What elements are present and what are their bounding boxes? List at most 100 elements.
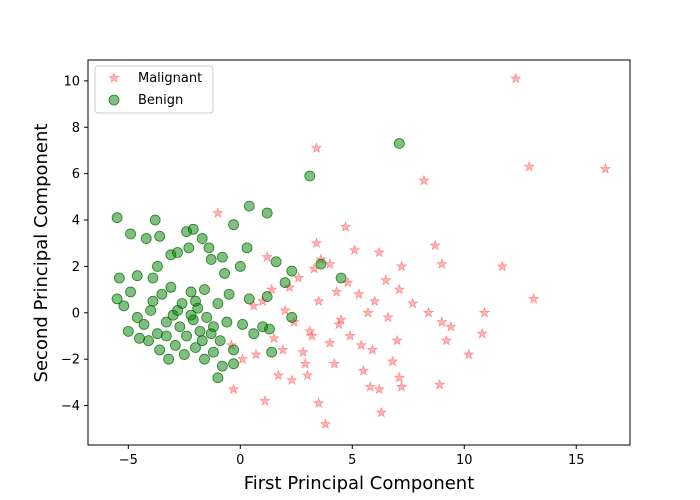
- legend-label-malignant: Malignant: [138, 71, 202, 86]
- benign-point: [261, 207, 273, 219]
- y-tick-label: 2: [72, 260, 80, 275]
- benign-point: [169, 339, 181, 351]
- benign-point: [219, 267, 231, 279]
- x-tick-label: 15: [568, 453, 585, 468]
- benign-point: [266, 346, 278, 358]
- benign-point: [304, 170, 316, 182]
- benign-point: [205, 254, 217, 265]
- benign-point: [248, 328, 260, 340]
- benign-point: [228, 344, 239, 356]
- benign-point: [228, 219, 239, 231]
- y-tick-label: −2: [61, 353, 80, 368]
- benign-point: [174, 321, 186, 333]
- y-tick-label: 4: [72, 214, 80, 229]
- legend-label-benign: Benign: [138, 93, 183, 108]
- benign-point: [208, 346, 219, 358]
- benign-point: [178, 349, 190, 360]
- benign-point: [165, 281, 177, 293]
- y-tick-label: 6: [72, 167, 80, 182]
- benign-point: [393, 138, 405, 149]
- benign-point: [196, 233, 208, 244]
- benign-point: [199, 353, 210, 365]
- benign-point: [194, 325, 206, 337]
- benign-point: [156, 288, 168, 300]
- benign-point: [212, 298, 224, 309]
- benign-point: [257, 321, 269, 333]
- benign-point: [199, 284, 210, 296]
- benign-point: [205, 328, 217, 340]
- benign-point: [216, 251, 228, 263]
- benign-point: [261, 291, 273, 302]
- benign-point: [270, 256, 282, 268]
- benign-points: [111, 138, 405, 384]
- y-axis-ticks: −4 −2 0 2 4 6 8 10: [61, 74, 88, 414]
- y-tick-label: 10: [63, 74, 80, 89]
- benign-point: [143, 335, 154, 347]
- benign-point: [190, 295, 201, 307]
- benign-point: [228, 358, 239, 370]
- legend: Malignant Benign: [94, 65, 214, 114]
- x-tick-label: 5: [348, 453, 356, 468]
- benign-point: [243, 200, 255, 212]
- benign-point: [122, 325, 134, 337]
- benign-point: [113, 272, 125, 284]
- benign-point: [125, 286, 136, 298]
- benign-point: [190, 342, 201, 353]
- benign-point: [185, 286, 197, 298]
- benign-point: [183, 242, 195, 254]
- benign-point: [335, 272, 347, 284]
- legend-box: [94, 65, 214, 114]
- benign-point: [212, 372, 224, 384]
- benign-point: [154, 230, 166, 242]
- benign-point: [286, 265, 298, 277]
- benign-point: [196, 335, 208, 347]
- benign-point: [152, 261, 163, 272]
- benign-point: [163, 353, 175, 365]
- benign-point: [185, 309, 197, 321]
- benign-point: [172, 305, 183, 316]
- benign-point: [149, 214, 161, 226]
- benign-point: [111, 293, 123, 305]
- benign-point: [140, 233, 152, 244]
- benign-point: [243, 293, 255, 305]
- benign-point: [152, 328, 163, 340]
- x-axis-ticks: −5 0 5 10 15: [119, 445, 585, 468]
- benign-point: [223, 288, 235, 300]
- benign-point: [279, 277, 291, 289]
- x-tick-label: 10: [456, 453, 473, 468]
- benign-point: [145, 305, 157, 316]
- benign-point: [147, 295, 159, 307]
- benign-point: [187, 223, 199, 235]
- benign-point: [131, 270, 143, 282]
- benign-point: [111, 212, 123, 224]
- benign-point: [286, 312, 298, 323]
- benign-point: [315, 258, 327, 270]
- benign-point: [201, 312, 213, 323]
- benign-point: [134, 332, 145, 344]
- x-axis-label: First Principal Component: [244, 473, 475, 494]
- benign-point: [234, 261, 246, 272]
- benign-point: [214, 335, 226, 347]
- x-tick-label: 0: [236, 453, 244, 468]
- legend-marker-benign: [108, 94, 120, 106]
- y-axis-label: Second Principal Component: [31, 124, 52, 383]
- benign-point: [160, 316, 172, 328]
- benign-point: [237, 318, 248, 330]
- benign-point: [160, 330, 172, 342]
- benign-point: [138, 318, 150, 330]
- benign-point: [241, 242, 253, 254]
- benign-point: [181, 330, 192, 342]
- benign-point: [118, 300, 130, 312]
- y-tick-label: 8: [72, 121, 80, 136]
- benign-point: [147, 272, 159, 284]
- benign-point: [154, 344, 166, 356]
- benign-point: [203, 242, 215, 254]
- benign-point: [125, 228, 136, 240]
- benign-point: [221, 316, 233, 328]
- benign-point: [131, 312, 143, 323]
- benign-point: [172, 247, 183, 258]
- benign-point: [216, 360, 228, 372]
- y-tick-label: 0: [72, 306, 80, 321]
- y-tick-label: −4: [61, 399, 80, 414]
